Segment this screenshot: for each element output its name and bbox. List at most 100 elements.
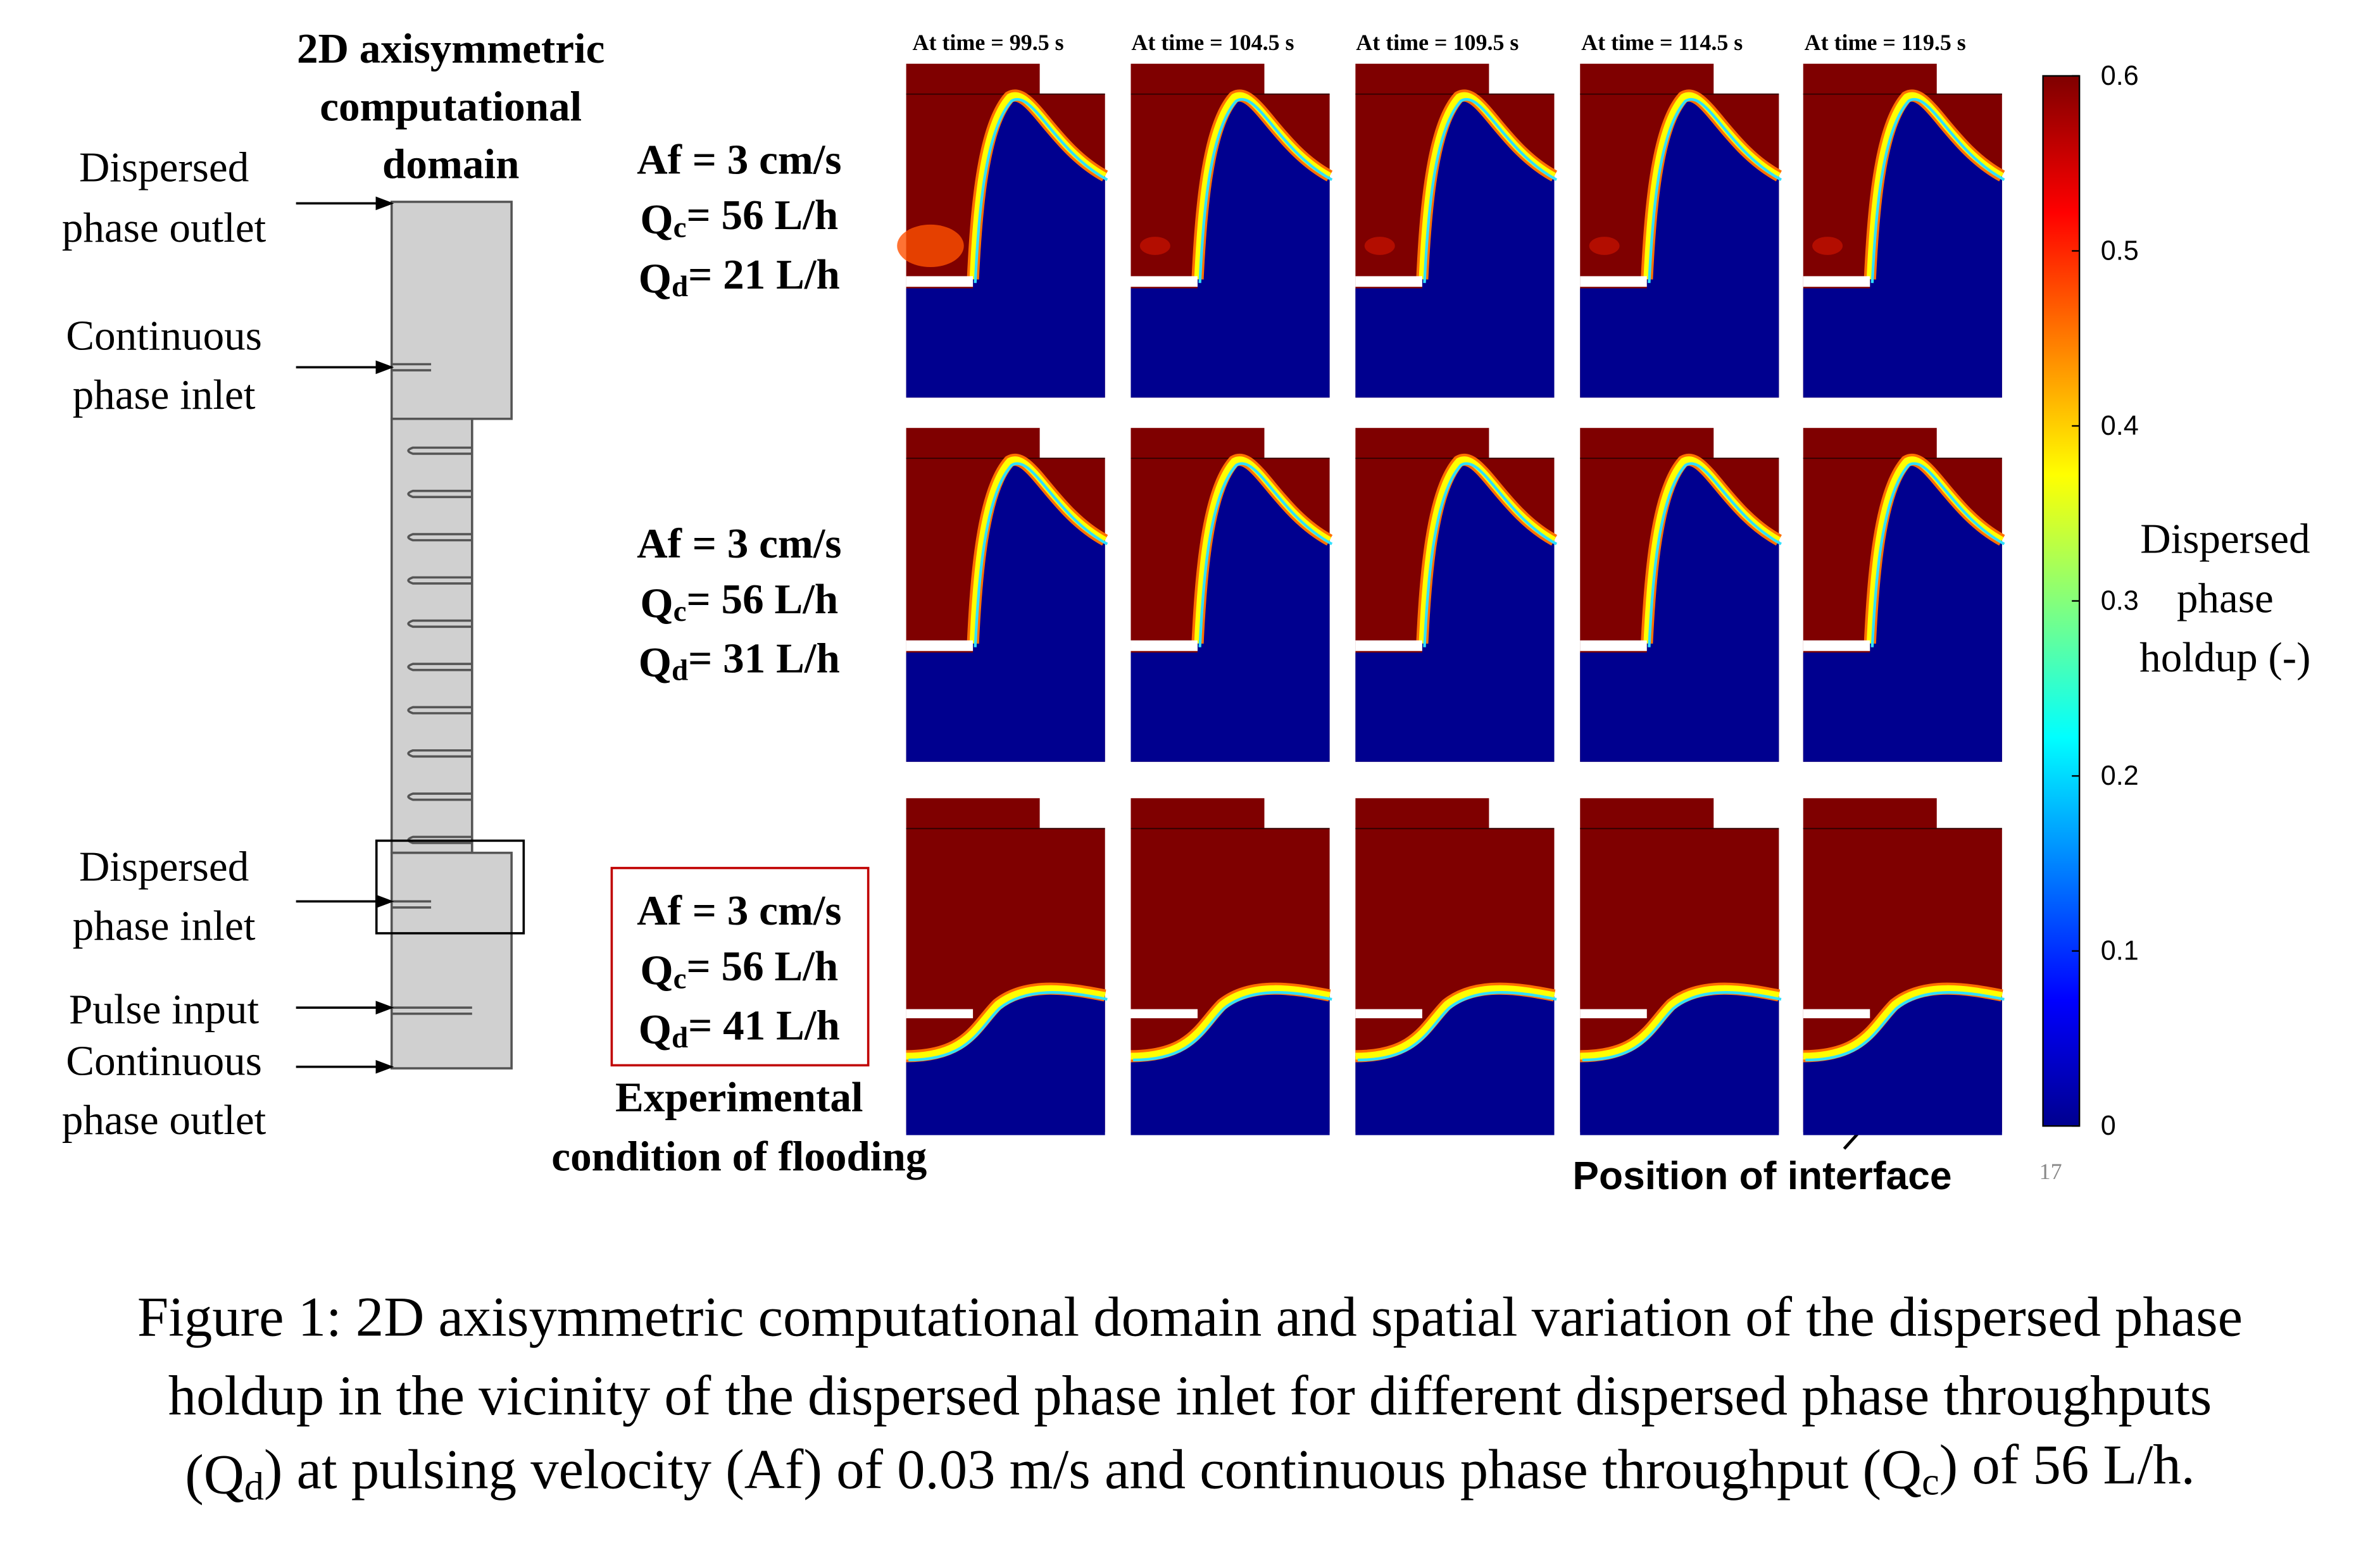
interface bbox=[1198, 462, 1333, 647]
text-part: = 21 L/h bbox=[688, 250, 840, 297]
domain-title: 2D axisymmetric bbox=[297, 25, 605, 72]
text-part: = 56 L/h bbox=[687, 575, 839, 622]
panel-notch bbox=[1489, 62, 1556, 94]
text-part: Q bbox=[640, 578, 673, 626]
panel-dispersed-free bbox=[1355, 96, 1555, 398]
panel-dispersed-free bbox=[906, 989, 1105, 1135]
domain-label: Dispersed bbox=[79, 143, 249, 190]
interface bbox=[1870, 462, 2005, 647]
panel-notch bbox=[1489, 796, 1556, 829]
text-part: (Q bbox=[185, 1444, 244, 1506]
subscript: d bbox=[244, 1465, 264, 1508]
interface bbox=[1648, 462, 1782, 647]
panel-dispersed-free bbox=[1580, 96, 1779, 398]
panel-plume bbox=[1812, 237, 1843, 255]
inlet-bar bbox=[1580, 276, 1647, 287]
text-part: Q bbox=[640, 946, 673, 994]
domain-label: Dispersed bbox=[79, 843, 249, 890]
inlet-bar bbox=[1130, 1009, 1198, 1018]
text-part: ) at pulsing velocity (Af) of 0.03 m/s a… bbox=[264, 1439, 1922, 1501]
interface bbox=[908, 991, 1108, 1062]
inlet-bar bbox=[1355, 1009, 1422, 1018]
condition-af: Af = 3 cm/s bbox=[637, 520, 841, 567]
contour-panel bbox=[1803, 426, 2005, 762]
caption-line: holdup in the vicinity of the dispersed … bbox=[168, 1365, 2212, 1427]
contour-panel bbox=[1580, 796, 1782, 1135]
condition-af: Af = 3 cm/s bbox=[637, 887, 841, 934]
interface bbox=[1423, 462, 1558, 647]
subscript: d bbox=[672, 1021, 688, 1054]
interface bbox=[1357, 991, 1557, 1062]
contour-panel bbox=[1580, 426, 1782, 762]
label-arrows bbox=[296, 196, 394, 1074]
text-part: Q bbox=[639, 638, 672, 685]
baffle bbox=[407, 576, 472, 585]
flooding-note: condition of flooding bbox=[551, 1133, 927, 1180]
time-label: At time = 109.5 s bbox=[1356, 30, 1519, 55]
inlet-bar bbox=[1355, 276, 1422, 287]
panel-dispersed-free bbox=[1130, 96, 1330, 398]
colorbar-tick-label: 0 bbox=[2101, 1111, 2116, 1141]
baffle bbox=[407, 533, 472, 542]
inlet-bar bbox=[1803, 640, 1870, 651]
interface bbox=[1870, 98, 2005, 284]
baffle bbox=[407, 792, 472, 801]
domain-title: computational bbox=[320, 82, 582, 130]
contour-panel bbox=[906, 796, 1108, 1135]
inlet-bar bbox=[1580, 1009, 1647, 1018]
panel-dispersed-free bbox=[1803, 459, 2002, 762]
interface bbox=[906, 985, 1106, 1060]
panel-plume bbox=[1364, 237, 1395, 255]
subscript: c bbox=[673, 211, 687, 244]
panel-notch bbox=[1039, 426, 1107, 459]
time-label: At time = 104.5 s bbox=[1131, 30, 1294, 55]
flooding-note: Experimental bbox=[615, 1073, 863, 1121]
time-label: At time = 119.5 s bbox=[1805, 30, 1966, 55]
panel-dispersed-free bbox=[1803, 989, 2002, 1135]
interface bbox=[1582, 991, 1782, 1062]
contour-panel bbox=[897, 62, 1108, 398]
interface bbox=[1198, 98, 1333, 284]
panel-dispersed-free bbox=[1130, 459, 1330, 762]
panel-notch bbox=[1713, 62, 1781, 94]
panel-notch bbox=[1264, 796, 1332, 829]
inlet-bar bbox=[906, 276, 974, 287]
panel-plume bbox=[1589, 237, 1620, 255]
caption-line: Figure 1: 2D axisymmetric computational … bbox=[137, 1286, 2243, 1348]
text-part: Q bbox=[639, 1005, 672, 1052]
text-part: Q bbox=[639, 254, 672, 301]
inlet-bar bbox=[1803, 1009, 1870, 1018]
panel-plume bbox=[897, 224, 964, 268]
domain-label: Continuous bbox=[66, 1037, 262, 1085]
text-part: Q bbox=[640, 195, 673, 242]
panel-notch bbox=[1264, 62, 1332, 94]
panel-dispersed-free bbox=[1580, 989, 1779, 1135]
condition-qc: Qc= 56 L/h bbox=[640, 191, 838, 244]
interface bbox=[974, 462, 1108, 647]
text-part: = 56 L/h bbox=[687, 942, 839, 990]
panel-notch bbox=[1936, 62, 2004, 94]
panel-notch bbox=[1936, 796, 2004, 829]
subscript: c bbox=[673, 595, 687, 628]
inlet-bar bbox=[1580, 640, 1647, 651]
interface bbox=[1803, 985, 2003, 1060]
interface bbox=[1355, 985, 1555, 1060]
subscript: d bbox=[672, 270, 688, 303]
condition-qd: Qd= 31 L/h bbox=[639, 634, 840, 687]
panel-dispersed-free bbox=[1803, 96, 2002, 398]
panel-notch bbox=[1264, 426, 1332, 459]
baffle bbox=[407, 619, 472, 628]
contour-panel bbox=[1355, 796, 1557, 1135]
subscript: c bbox=[1922, 1460, 1939, 1503]
interface bbox=[1133, 991, 1332, 1062]
condition-af: Af = 3 cm/s bbox=[637, 135, 841, 183]
contour-panel bbox=[906, 426, 1108, 762]
colorbar-label: Dispersed bbox=[2140, 515, 2310, 563]
time-label: At time = 99.5 s bbox=[913, 30, 1064, 55]
page-number: 17 bbox=[2039, 1159, 2062, 1184]
interface bbox=[1648, 98, 1782, 284]
interface bbox=[1580, 985, 1780, 1060]
panel-dispersed-free bbox=[1355, 989, 1555, 1135]
baffles bbox=[407, 446, 472, 844]
text-part: Figure 1: 2D axisymmetric computational … bbox=[137, 1286, 2243, 1348]
